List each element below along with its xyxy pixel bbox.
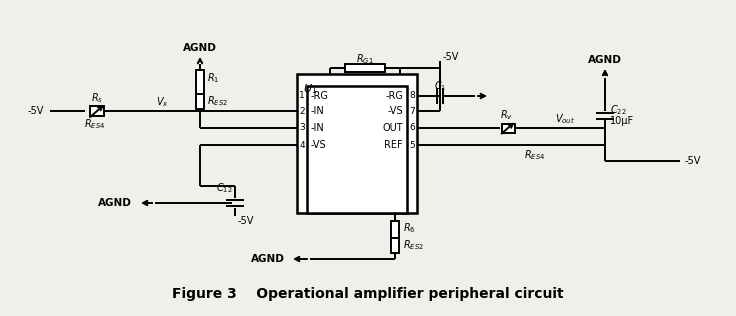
Text: -VS: -VS (387, 106, 403, 116)
Text: 4: 4 (300, 141, 305, 149)
Bar (90, 106, 104, 116)
Bar (391, 238, 399, 253)
Text: $C_{12}$: $C_{12}$ (216, 181, 233, 195)
Text: Figure 3    Operational amplifier peripheral circuit: Figure 3 Operational amplifier periphera… (172, 287, 564, 301)
Bar (307, 86, 407, 213)
Bar (297, 74, 417, 213)
Text: -RG: -RG (311, 91, 329, 101)
Text: $C_1$: $C_1$ (434, 79, 446, 93)
Text: 5: 5 (409, 141, 415, 149)
Text: 10μF: 10μF (610, 116, 634, 126)
Text: $R_1$: $R_1$ (207, 71, 219, 85)
Text: $R_s$: $R_s$ (91, 91, 103, 105)
Text: -5V: -5V (28, 106, 44, 116)
Text: AGND: AGND (98, 198, 132, 208)
Text: 6: 6 (409, 124, 415, 132)
Bar (391, 221, 399, 238)
Text: -5V: -5V (443, 52, 459, 62)
Text: $R_{ES4}$: $R_{ES4}$ (524, 148, 545, 162)
Text: 1: 1 (300, 92, 305, 100)
Text: REF: REF (384, 140, 403, 150)
Text: -IN: -IN (311, 123, 325, 133)
Bar (501, 124, 514, 132)
Text: OUT: OUT (383, 123, 403, 133)
Text: $R_{ES2}$: $R_{ES2}$ (403, 238, 424, 252)
Text: 7: 7 (409, 106, 415, 116)
Text: -VS: -VS (311, 140, 327, 150)
Text: -IN: -IN (311, 106, 325, 116)
Text: -5V: -5V (685, 156, 701, 166)
Text: $R_{ES4}$: $R_{ES4}$ (85, 117, 106, 131)
Bar (345, 64, 385, 72)
Text: 2: 2 (300, 106, 305, 116)
Bar (196, 70, 204, 94)
Text: 8: 8 (409, 92, 415, 100)
Text: $V_x$: $V_x$ (155, 95, 169, 109)
Text: -RG: -RG (385, 91, 403, 101)
Text: AGND: AGND (588, 55, 622, 65)
Text: $V_{out}$: $V_{out}$ (555, 112, 575, 126)
Text: AGND: AGND (251, 254, 285, 264)
Text: $U_1$: $U_1$ (303, 82, 317, 96)
Text: $R_6$: $R_6$ (403, 221, 416, 235)
Bar (196, 94, 204, 109)
Text: $R_{ES2}$: $R_{ES2}$ (207, 94, 228, 108)
Text: $C_{22}$: $C_{22}$ (610, 103, 626, 117)
Text: -5V: -5V (238, 216, 255, 226)
Text: $R_{G1}$: $R_{G1}$ (356, 52, 374, 66)
Text: 3: 3 (300, 124, 305, 132)
Text: AGND: AGND (183, 43, 217, 53)
Text: $R_v$: $R_v$ (500, 108, 512, 122)
